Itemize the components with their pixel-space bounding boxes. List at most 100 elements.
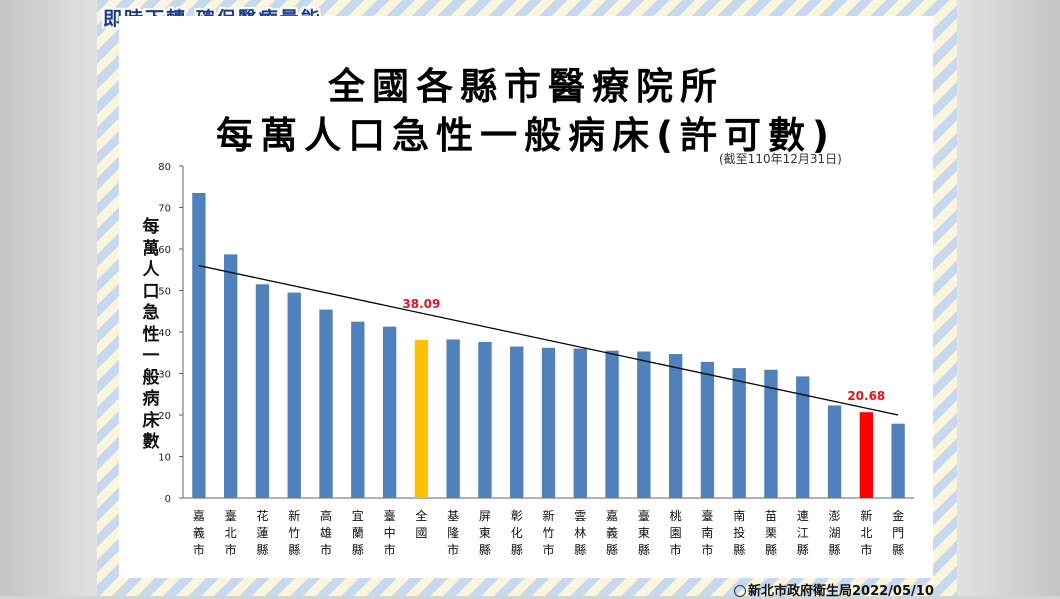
x-tick-label: 隆 — [447, 525, 459, 540]
x-tick-label: 縣 — [892, 543, 904, 557]
y-axis-label: 每萬人口急性一般病床數 — [142, 217, 160, 452]
x-tick-label: 縣 — [479, 543, 491, 557]
bar-新竹縣 — [287, 292, 301, 498]
x-tick-label: 全 — [415, 508, 427, 523]
x-tick-label: 蘭 — [352, 526, 364, 540]
x-tick-label: 高 — [320, 508, 332, 523]
x-tick-label: 新 — [288, 508, 300, 523]
bar-金門縣 — [891, 423, 905, 498]
x-tick-label: 縣 — [606, 543, 618, 557]
y-tick-label: 60 — [158, 245, 171, 256]
y-tick-label: 20 — [158, 411, 171, 422]
chart-card: 全國各縣市醫療院所 每萬人口急性一般病床(許可數) (截至110年12月31日)… — [119, 16, 933, 578]
x-tick-label: 屏 — [479, 509, 491, 523]
x-tick-label: 北 — [860, 526, 872, 540]
bar-基隆市 — [446, 339, 460, 498]
x-tick-label: 竹 — [288, 526, 300, 540]
x-tick-label: 化 — [511, 526, 523, 540]
bar-嘉義縣 — [605, 350, 619, 498]
x-tick-label: 竹 — [542, 526, 554, 540]
bar-彰化縣 — [510, 346, 524, 498]
bar-臺東縣 — [637, 351, 651, 498]
x-tick-label: 市 — [860, 542, 872, 557]
x-tick-label: 門 — [892, 526, 904, 540]
x-tick-label: 縣 — [574, 543, 586, 557]
y-tick-label: 40 — [158, 328, 171, 339]
x-tick-label: 澎 — [829, 509, 841, 523]
health-bureau-logo-icon — [734, 585, 746, 597]
x-tick-label: 基 — [447, 509, 459, 523]
x-tick-label: 新 — [542, 508, 554, 523]
x-tick-label: 縣 — [638, 543, 650, 557]
x-tick-label: 林 — [574, 526, 586, 540]
bar-南投縣 — [732, 368, 746, 498]
x-tick-label: 苗 — [765, 509, 777, 523]
trend-line — [198, 264, 899, 416]
x-tick-label: 江 — [797, 526, 809, 540]
x-tick-label: 市 — [320, 542, 332, 557]
x-tick-label: 市 — [384, 542, 396, 557]
x-tick-label: 栗 — [765, 526, 777, 540]
x-tick-label: 縣 — [733, 543, 745, 557]
slide: 即時下轉 確保醫療量能 全國各縣市醫療院所 每萬人口急性一般病床(許可數) (截… — [97, 0, 957, 599]
bar-宜蘭縣 — [351, 321, 365, 498]
y-tick-label: 10 — [158, 453, 171, 464]
data-label: 38.09 — [402, 297, 440, 311]
x-tick-label: 花 — [256, 508, 268, 523]
x-tick-label: 縣 — [256, 543, 268, 557]
bar-臺南市 — [700, 361, 715, 498]
x-tick-label: 縣 — [511, 543, 523, 557]
x-tick-label: 桃 — [670, 508, 682, 523]
x-tick-label: 中 — [384, 525, 396, 540]
x-tick-label: 嘉 — [193, 509, 205, 523]
x-tick-label: 市 — [701, 542, 713, 557]
date-note: (截至110年12月31日) — [719, 152, 842, 166]
x-tick-label: 新 — [860, 508, 872, 523]
x-tick-label: 市 — [670, 542, 682, 557]
x-tick-label: 雲 — [574, 509, 586, 523]
x-tick-label: 義 — [606, 525, 618, 540]
bar-全國 — [414, 339, 429, 498]
chart-title-line1: 全國各縣市醫療院所 — [328, 65, 724, 108]
footer: 新北市政府衛生局2022/05/10 — [734, 580, 934, 599]
bar-雲林縣 — [573, 348, 587, 498]
footer-text: 新北市政府衛生局2022/05/10 — [748, 584, 934, 599]
x-tick-label: 宜 — [352, 508, 364, 523]
x-tick-label: 國 — [415, 526, 427, 540]
x-tick-label: 義 — [193, 525, 205, 540]
bar-桃園市 — [668, 353, 683, 498]
x-tick-label: 彰 — [511, 508, 523, 523]
x-tick-label: 湖 — [829, 525, 841, 540]
x-tick-label: 臺 — [225, 508, 237, 523]
x-tick-label: 南 — [701, 525, 713, 540]
x-tick-label: 縣 — [352, 543, 364, 557]
bar-新北市 — [859, 412, 874, 498]
x-tick-label: 雄 — [320, 525, 332, 540]
x-tick-label: 市 — [225, 542, 237, 557]
bar-連江縣 — [796, 376, 810, 498]
x-tick-label: 市 — [193, 542, 205, 557]
x-tick-label: 蓮 — [256, 526, 268, 540]
bar-chart: 0 10 20 30 40 50 60 70 80 嘉義市 臺北市 花蓮縣 新竹縣 高雄市 宜蘭縣 臺中市 全國… — [158, 162, 914, 557]
x-tick-label: 東 — [479, 526, 491, 540]
x-tick-label: 投 — [733, 525, 745, 540]
x-tick-label: 縣 — [829, 543, 841, 557]
bar-屏東縣 — [478, 341, 492, 498]
y-tick-label: 80 — [158, 162, 171, 173]
x-tick-label: 市 — [542, 542, 554, 557]
data-label: 20.68 — [847, 389, 885, 403]
x-tick-label: 縣 — [797, 543, 809, 557]
y-tick-label: 70 — [158, 204, 171, 215]
right-margin — [957, 0, 1060, 596]
x-tick-label: 園 — [670, 526, 682, 540]
x-tick-label: 連 — [797, 509, 809, 523]
bar-臺北市 — [223, 254, 238, 498]
left-margin — [0, 0, 97, 596]
x-tick-label: 市 — [447, 542, 459, 557]
x-tick-label: 縣 — [765, 543, 777, 557]
bar-嘉義市 — [192, 192, 206, 498]
x-tick-label: 東 — [638, 526, 650, 540]
x-tick-label: 金 — [892, 508, 904, 523]
bar-苗栗縣 — [764, 369, 778, 498]
x-tick-label: 縣 — [288, 543, 300, 557]
